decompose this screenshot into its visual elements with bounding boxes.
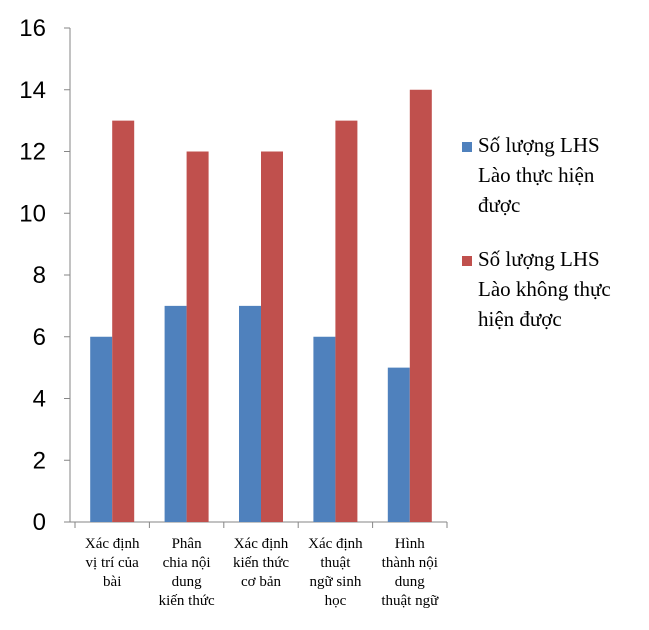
x-tick-label-line: Phân (172, 536, 203, 552)
x-tick-label-line: kiến thức (233, 555, 289, 571)
legend-label-line: Lào thực hiện (478, 163, 595, 187)
plot-area: 0 2 4 6 8 10 12 14 16 Xác định vị trí của bài Phân ch… (19, 15, 448, 609)
x-tick-label-line: học (325, 593, 347, 609)
x-tick-label: Xác định kiến thức cơ bản (233, 536, 289, 590)
bar-not-done-1 (112, 120, 135, 522)
bar-done-4 (313, 336, 336, 522)
legend-label-line: Số lượng LHS (478, 133, 600, 157)
x-tick-label-line: ngữ sinh (309, 574, 361, 590)
legend-swatch-1 (462, 142, 472, 152)
y-tick-label: 16 (19, 15, 46, 42)
legend-label-1: Số lượng LHS Lào thực hiện được (478, 133, 600, 217)
x-tick-label: Xác định thuật ngữ sinh học (308, 536, 363, 609)
y-tick-label: 10 (19, 200, 46, 227)
y-tick-label: 2 (33, 447, 46, 474)
x-tick-label-line: thành nội (382, 555, 438, 571)
x-tick-label-line: Xác định (308, 536, 363, 552)
bar-done-2 (164, 305, 187, 522)
x-tick-label-line: Xác định (85, 536, 140, 552)
legend-label-line: Lào không thực (478, 277, 611, 301)
x-tick-label: Phân chia nội dung kiến thức (159, 536, 215, 609)
bar-done-1 (90, 336, 113, 522)
legend-label-2: Số lượng LHS Lào không thực hiện được (478, 247, 611, 331)
x-tick-label-line: dung (172, 574, 203, 590)
legend-swatch-2 (462, 256, 472, 266)
x-tick-label-line: cơ bản (241, 574, 281, 590)
y-tick-label: 8 (33, 262, 46, 289)
bar-not-done-4 (335, 120, 358, 522)
x-tick-label-line: Xác định (234, 536, 289, 552)
x-tick-label: Xác định vị trí của bài (85, 536, 140, 590)
x-tick-label-line: thuật ngữ (381, 593, 439, 609)
bar-not-done-3 (261, 151, 283, 522)
y-tick-label: 6 (33, 324, 46, 351)
legend-label-line: hiện được (478, 307, 562, 331)
bar-done-5 (387, 367, 410, 522)
bar-not-done-5 (409, 89, 432, 522)
x-tick-label: Hình thành nội dung thuật ngữ (381, 536, 439, 609)
y-tick-label: 0 (33, 509, 46, 536)
x-tick-label-line: vị trí của (86, 555, 140, 571)
bar-done-3 (239, 305, 261, 522)
y-tick-label: 12 (19, 139, 46, 166)
bar-not-done-2 (186, 151, 209, 522)
x-tick-label-line: Hình (395, 536, 426, 552)
y-tick-label: 4 (33, 386, 46, 413)
legend-label-line: được (478, 193, 520, 217)
x-tick-label-line: dung (395, 574, 426, 590)
y-tick-label: 14 (19, 77, 46, 104)
x-tick-label-line: chia nội (163, 555, 211, 571)
x-tick-label-line: thuật (320, 555, 351, 571)
x-tick-label-line: kiến thức (159, 593, 215, 609)
x-tick-label-line: bài (103, 574, 121, 590)
legend-label-line: Số lượng LHS (478, 247, 600, 271)
